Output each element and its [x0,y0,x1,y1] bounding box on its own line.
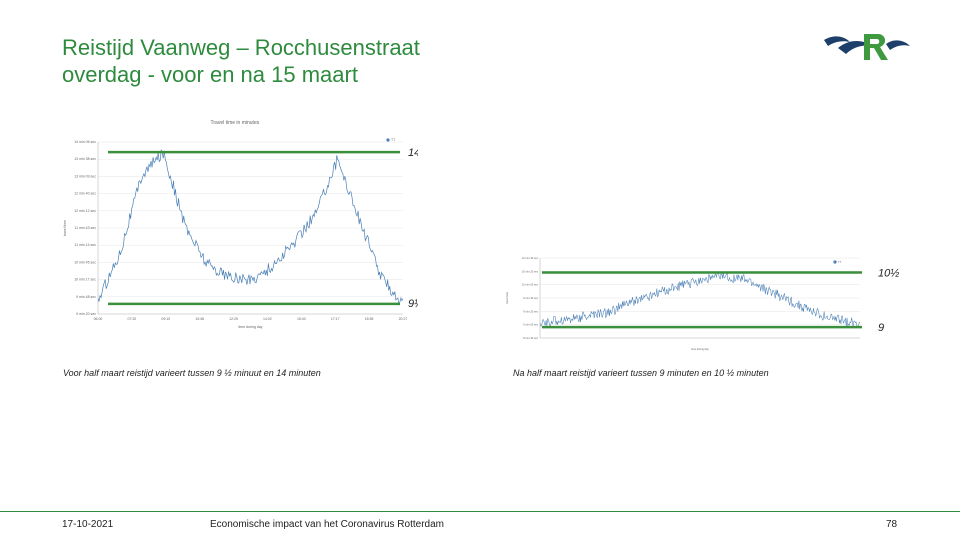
reference-label-1: 9 [878,322,884,334]
y-tick-label: 13 min 09 sec [74,174,96,178]
legend-label: TT [838,260,842,264]
y-axis-label: travel time [63,220,67,236]
y-tick-label: 10 min 40 sec [522,256,539,260]
reference-label-0: 14 [408,147,418,159]
y-tick-label: 13 min 38 sec [74,157,96,161]
footer-date: 17-10-2021 [62,519,114,530]
y-tick-label: 12 min 12 sec [74,209,96,213]
x-tick-label: 12:25 [229,317,238,321]
rotterdam-logo [824,34,910,60]
y-tick-label: 10 min 17 sec [74,278,96,282]
y-tick-label: 9 min 00 sec [523,323,538,327]
x-tick-label: 15:40 [297,317,306,321]
footer-divider [0,511,960,512]
y-tick-label: 8 min 40 sec [523,336,538,340]
series-tt-line [97,149,404,306]
footer-title: Economische impact van het Coronavirus R… [210,519,444,530]
logo-swoosh-left [824,36,850,46]
slide-title-line-1: Reistijd Vaanweg – Rocchusenstraat [62,35,420,60]
x-tick-label: 07:32 [128,317,137,321]
reference-label-0: 10½ [878,268,899,280]
x-axis-label: time during day [239,325,263,329]
chart-before-march-15: Travel time in minutes TT 9 min 20 sec 9 mi… [63,120,418,329]
y-tick-label: 14 min 06 sec [74,140,96,144]
logo-swoosh-right [886,40,910,50]
y-tick-label: 10 min 20 sec [522,269,539,273]
legend-label: TT [391,138,396,142]
y-tick-label: 11 min 43 sec [74,226,96,230]
y-tick-label: 10 min 45 sec [74,260,96,264]
x-tick-label: 20:27 [399,317,408,321]
legend-marker [833,260,837,264]
x-tick-label: 14:02 [263,317,272,321]
chart-title: Travel time in minutes [211,120,260,126]
caption-before-march-15: Voor half maart reistijd varieert tussen… [63,368,321,378]
x-tick-label: 18:55 [365,317,374,321]
y-tick-label: 10 min 00 sec [522,283,539,287]
caption-after-march-15: Na half maart reistijd varieert tussen 9… [513,368,769,378]
x-tick-label: 10:48 [195,317,204,321]
y-tick-label: 9 min 48 sec [76,295,96,299]
logo-r-letter [864,34,888,60]
y-axis-label: travel time [505,291,509,304]
reference-label-1: 9½ [408,298,418,310]
x-axis-label: time during day [691,347,709,351]
series-tt-line [539,272,861,328]
page-number: 78 [886,519,898,530]
y-tick-label: 9 min 40 sec [523,296,538,300]
y-tick-label: 12 min 40 sec [74,192,96,196]
x-tick-label: 06:00 [94,317,103,321]
x-tick-label: 17:17 [331,317,340,321]
logo-swoosh-middle [838,41,872,54]
y-tick-label: 9 min 20 sec [523,309,538,313]
slide-title: Reistijd Vaanweg – Rocchusenstraat overd… [62,34,662,88]
y-tick-label: 11 min 14 sec [74,243,96,247]
legend-marker [386,138,390,142]
y-tick-label: 9 min 20 sec [76,312,96,316]
x-tick-label: 09:10 [161,317,170,321]
slide-title-line-2: overdag - voor en na 15 maart [62,62,358,87]
